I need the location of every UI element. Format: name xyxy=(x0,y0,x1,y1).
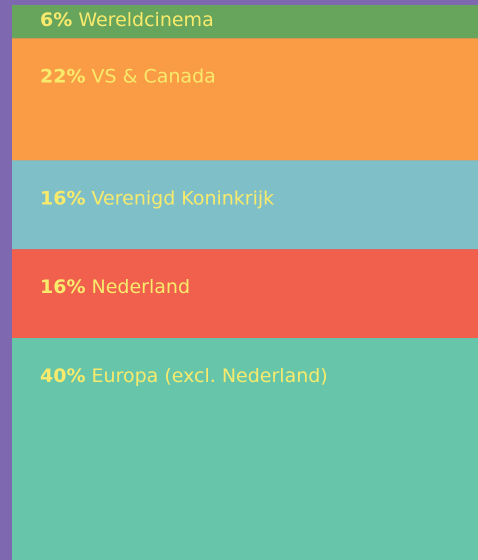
segment-value-label: 6% xyxy=(40,9,72,31)
segment-name: VS & Canada xyxy=(92,65,216,87)
segment-label: 22% VS & Canada xyxy=(40,65,216,87)
segment-value-label: 22% xyxy=(40,65,85,87)
segment-label: 6% Wereldcinema xyxy=(40,9,214,31)
segment-label: 16% Nederland xyxy=(40,276,190,298)
segment-label: 40% Europa (excl. Nederland) xyxy=(40,365,328,387)
segment-label: 16% Verenigd Koninkrijk xyxy=(40,187,274,209)
segment-value-label: 16% xyxy=(40,187,85,209)
segment-value-label: 16% xyxy=(40,276,85,298)
bar-segment xyxy=(12,38,478,161)
segment-name: Nederland xyxy=(92,276,191,298)
segment-value-label: 40% xyxy=(40,365,85,387)
bar-segment xyxy=(12,338,478,560)
bar-segment xyxy=(12,5,478,39)
segment-name: Verenigd Koninkrijk xyxy=(92,187,275,209)
bar-segment xyxy=(12,249,478,338)
segment-name: Wereldcinema xyxy=(78,9,213,31)
bar-segment xyxy=(12,160,478,250)
segment-name: Europa (excl. Nederland) xyxy=(92,365,328,387)
